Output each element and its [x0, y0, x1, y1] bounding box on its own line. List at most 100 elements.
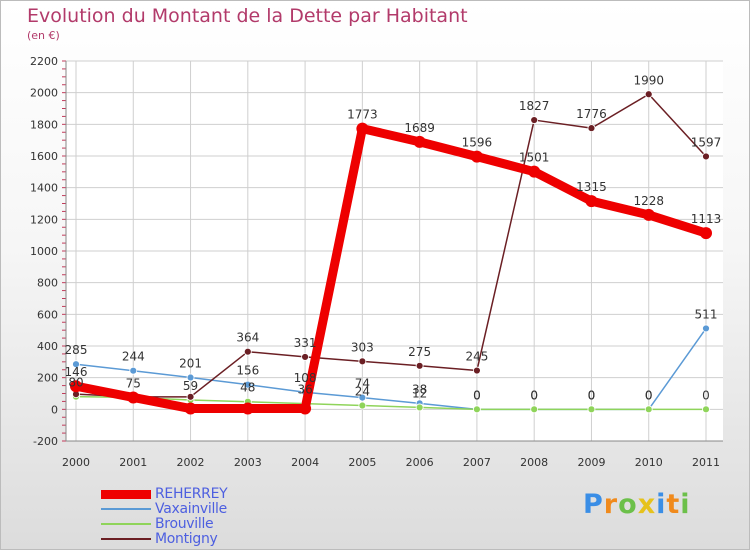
data-point-brouville	[702, 405, 710, 414]
data-point-reherrey	[299, 402, 312, 415]
data-label-vaxainville: 38	[412, 382, 427, 396]
data-label-vaxainville: 74	[355, 377, 370, 391]
data-point-brouville	[587, 405, 596, 414]
y-tick-label: 800	[37, 277, 58, 290]
y-tick-label: 400	[37, 340, 58, 353]
data-point-montigny	[587, 124, 596, 133]
data-point-vaxainville	[243, 380, 252, 389]
data-point-vaxainville	[358, 393, 367, 402]
y-tick-label: 600	[37, 308, 58, 321]
data-label-montigny: 1827	[519, 99, 550, 113]
data-point-reherrey	[528, 165, 541, 178]
data-point-reherrey	[241, 402, 254, 415]
data-point-reherrey	[700, 227, 712, 240]
series-line-montigny	[75, 93, 707, 398]
data-label-vaxainville: 0	[645, 388, 653, 402]
x-tick-label: 2008	[520, 456, 548, 469]
data-point-montigny	[243, 347, 252, 356]
data-label-vaxainville: 244	[122, 350, 145, 364]
data-label-brouville: 48	[240, 381, 255, 395]
series-layer	[70, 90, 712, 415]
data-point-brouville	[473, 405, 481, 414]
series-line-reherrey	[71, 124, 711, 414]
data-label-brouville: 0	[588, 388, 596, 402]
data-point-reherrey	[413, 135, 426, 148]
y-tick-label: 2200	[30, 55, 58, 68]
data-point-reherrey	[470, 150, 483, 163]
data-label-vaxainville: 0	[473, 388, 481, 402]
data-label-montigny: 275	[408, 345, 431, 359]
data-point-montigny	[186, 392, 195, 401]
data-point-brouville	[530, 405, 539, 414]
x-tick-label: 2005	[348, 456, 376, 469]
data-label-layer: 285 244 201 156 108 74 38 0 0 0 0 511 80 75 59 48 36 24 12…	[65, 73, 722, 402]
data-label-brouville: 75	[126, 376, 141, 390]
y-tick-label: 0	[51, 403, 58, 416]
proxiti-logo: Proxiti	[583, 489, 691, 520]
legend-label: Brouville	[155, 516, 214, 532]
grid-layer	[66, 60, 723, 442]
y-tick-label: 1200	[30, 213, 58, 226]
x-tick-label: 2011	[692, 456, 720, 469]
data-point-reherrey	[642, 208, 655, 221]
data-label-montigny: 1990	[633, 73, 664, 87]
data-point-reherrey	[184, 402, 197, 415]
data-point-vaxainville	[72, 360, 80, 369]
data-label-reherrey: 1113	[691, 212, 722, 226]
x-tick-label: 2009	[577, 456, 605, 469]
data-point-montigny	[415, 361, 424, 370]
data-label-vaxainville: 201	[179, 357, 202, 371]
x-tick-label: 2002	[177, 456, 205, 469]
series-line-brouville	[75, 395, 707, 411]
data-label-reherrey: 1315	[576, 180, 607, 194]
data-point-brouville	[644, 405, 653, 414]
y-tick-label: 200	[37, 372, 58, 385]
logo-letter: i	[656, 489, 667, 520]
legend-swatch	[101, 538, 151, 540]
logo-letter: r	[603, 489, 619, 520]
x-tick-label: 2000	[62, 456, 90, 469]
y-tick-label: 2000	[30, 87, 58, 100]
data-label-reherrey: 1501	[519, 151, 550, 165]
data-point-reherrey	[127, 391, 140, 404]
legend-swatch	[101, 490, 151, 499]
data-label-montigny: 1776	[576, 107, 607, 121]
y-tick-label: 1600	[30, 150, 58, 163]
legend-label: Montigny	[155, 531, 218, 547]
data-point-vaxainville	[129, 366, 138, 375]
data-label-montigny: 245	[465, 350, 488, 364]
x-tick-label: 2004	[291, 456, 319, 469]
data-label-brouville: 59	[183, 379, 198, 393]
data-label-vaxainville: 511	[695, 307, 718, 321]
data-point-brouville	[415, 403, 424, 412]
data-label-brouville: 80	[68, 376, 83, 390]
data-point-brouville	[358, 401, 367, 410]
data-label-brouville: 0	[473, 388, 481, 402]
data-label-vaxainville: 156	[236, 364, 259, 378]
data-point-montigny	[301, 353, 309, 361]
data-point-reherrey	[585, 195, 598, 208]
data-label-brouville: 36	[297, 383, 312, 397]
x-tick-label: 2006	[406, 456, 434, 469]
logo-letter: t	[666, 489, 681, 520]
y-tick-label: -200	[33, 435, 58, 448]
data-label-brouville: 0	[702, 388, 710, 402]
data-point-reherrey	[356, 122, 369, 135]
x-tick-label: 2007	[463, 456, 491, 469]
data-label-reherrey: 1689	[404, 121, 435, 135]
data-point-montigny	[358, 357, 367, 366]
data-label-brouville: 0	[530, 388, 538, 402]
y-tick-label: 1000	[30, 245, 58, 258]
data-point-montigny	[644, 90, 653, 99]
logo-letter: P	[583, 489, 604, 520]
y-tick-label: 1800	[30, 118, 58, 131]
data-label-reherrey: 1596	[462, 136, 493, 150]
x-tick-label: 2010	[635, 456, 663, 469]
data-label-reherrey: 1773	[347, 108, 378, 122]
logo-letter: x	[637, 489, 657, 520]
legend-label: REHERREY	[155, 486, 228, 502]
data-label-brouville: 24	[355, 385, 370, 399]
chart-subtitle: (en €)	[27, 29, 60, 42]
